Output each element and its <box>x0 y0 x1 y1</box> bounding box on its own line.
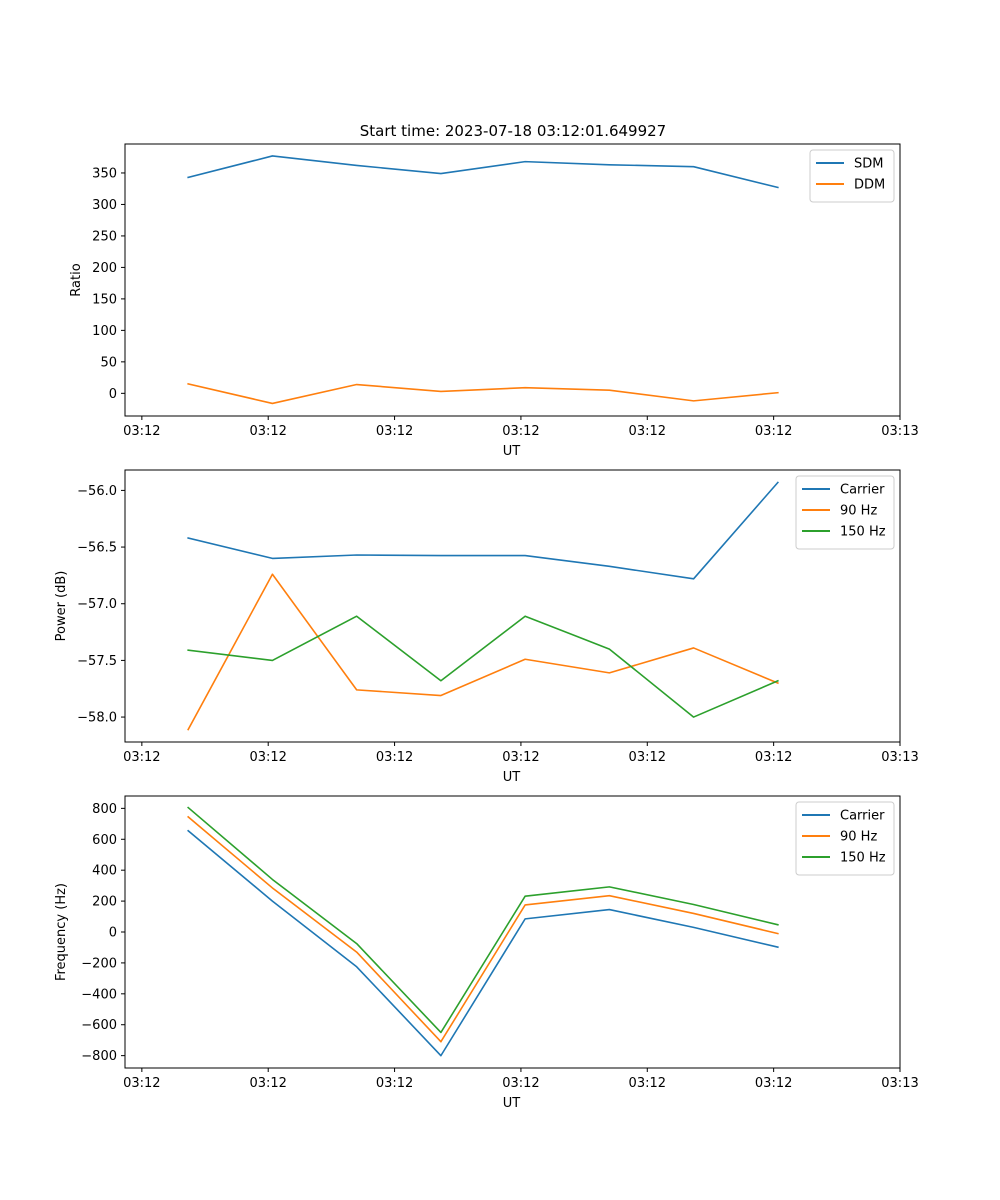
legend: Carrier 90 Hz 150 Hz <box>795 801 895 876</box>
x-tick-label: 03:13 <box>881 750 918 765</box>
y-tick-label: 300 <box>92 198 117 213</box>
x-tick-label: 03:12 <box>376 424 413 439</box>
series-line-carrier <box>187 829 779 1057</box>
legend: Carrier 90 Hz 150 Hz <box>795 475 895 550</box>
y-tick-label: −57.0 <box>77 597 117 612</box>
series-line-90-hz <box>187 573 779 731</box>
y-tick-label: 600 <box>92 833 117 848</box>
x-axis-label: UT <box>503 444 521 459</box>
x-tick-label: 03:12 <box>755 750 792 765</box>
y-tick-label: −600 <box>81 1018 117 1033</box>
legend: SDM DDM <box>809 149 895 203</box>
y-axis-label: Power (dB) <box>54 571 69 642</box>
series-lines <box>187 155 779 405</box>
y-tick-label: 50 <box>100 355 117 370</box>
ratio-panel: 03:12 03:12 03:12 03:12 03:12 03:12 03:13 0 50 10… <box>69 143 919 459</box>
series-line-150-hz <box>187 806 779 1034</box>
y-tick-label: 0 <box>109 926 117 941</box>
x-tick-label: 03:12 <box>755 424 792 439</box>
x-tick-label: 03:12 <box>123 1076 160 1091</box>
y-tick-label: 250 <box>92 229 117 244</box>
series-line-90-hz <box>187 815 779 1043</box>
series-lines <box>187 806 779 1057</box>
series-line-ddm <box>187 382 779 405</box>
x-tick-label: 03:12 <box>123 424 160 439</box>
legend-label: Carrier <box>840 483 885 498</box>
legend-label: 150 Hz <box>840 851 886 866</box>
x-tick-label: 03:12 <box>123 750 160 765</box>
legend-label: SDM <box>854 157 883 172</box>
y-axis-label: Frequency (Hz) <box>54 883 69 981</box>
x-tick-label: 03:12 <box>755 1076 792 1091</box>
y-axis-label: Ratio <box>69 263 84 296</box>
x-tick-label: 03:12 <box>502 1076 539 1091</box>
frequency-panel: 03:12 03:12 03:12 03:12 03:12 03:12 03:13 −800 −… <box>54 795 919 1111</box>
series-lines <box>187 481 779 731</box>
y-tick-label: 0 <box>109 387 117 402</box>
x-tick-label: 03:12 <box>502 424 539 439</box>
x-tick-label: 03:12 <box>249 750 286 765</box>
y-tick-label: 800 <box>92 802 117 817</box>
y-tick-label: −56.5 <box>77 541 117 556</box>
x-tick-label: 03:12 <box>249 424 286 439</box>
x-tick-label: 03:12 <box>629 750 666 765</box>
legend-label: 150 Hz <box>840 525 886 540</box>
legend-label: Carrier <box>840 809 885 824</box>
y-tick-label: 150 <box>92 292 117 307</box>
x-tick-label: 03:13 <box>881 1076 918 1091</box>
y-tick-label: 200 <box>92 895 117 910</box>
x-tick-label: 03:12 <box>376 750 413 765</box>
x-tick-label: 03:12 <box>249 1076 286 1091</box>
x-tick-label: 03:12 <box>502 750 539 765</box>
power-panel: 03:12 03:12 03:12 03:12 03:12 03:12 03:13 −58.0… <box>54 469 919 785</box>
series-line-sdm <box>187 155 779 189</box>
legend-label: 90 Hz <box>840 504 877 519</box>
figure-title: Start time: 2023-07-18 03:12:01.649927 <box>360 122 666 140</box>
axes-frame <box>124 143 901 417</box>
legend-label: 90 Hz <box>840 830 877 845</box>
y-tick-label: −200 <box>81 956 117 971</box>
series-line-150-hz <box>187 615 779 718</box>
x-axis-label: UT <box>503 1096 521 1111</box>
x-axis-label: UT <box>503 770 521 785</box>
y-tick-label: −58.0 <box>77 711 117 726</box>
legend-label: DDM <box>854 178 885 193</box>
series-line-carrier <box>187 481 779 580</box>
y-tick-label: 200 <box>92 261 117 276</box>
x-tick-label: 03:12 <box>629 1076 666 1091</box>
y-tick-label: −800 <box>81 1049 117 1064</box>
y-tick-label: 350 <box>92 166 117 181</box>
y-tick-label: 100 <box>92 324 117 339</box>
y-tick-label: −400 <box>81 987 117 1002</box>
y-tick-label: −56.0 <box>77 484 117 499</box>
x-tick-label: 03:12 <box>376 1076 413 1091</box>
x-tick-label: 03:12 <box>629 424 666 439</box>
y-tick-label: −57.5 <box>77 654 117 669</box>
axes-frame <box>124 469 901 743</box>
y-tick-label: 400 <box>92 864 117 879</box>
x-tick-label: 03:13 <box>881 424 918 439</box>
